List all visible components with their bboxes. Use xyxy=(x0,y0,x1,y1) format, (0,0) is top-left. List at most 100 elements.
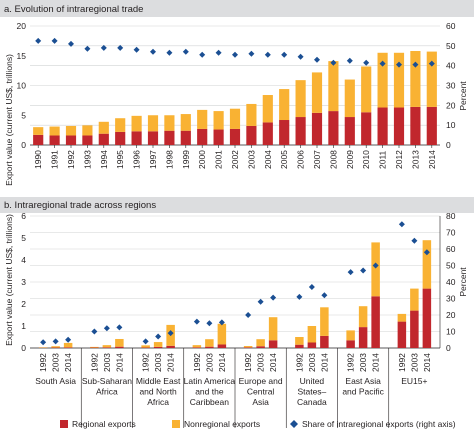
panel-b-y2-tick-label: 30 xyxy=(446,294,456,304)
panel-a-y-tick-label: 5 xyxy=(21,110,26,120)
panel-b-bar-nonregional xyxy=(51,346,60,348)
panel-b-bar-regional xyxy=(410,310,419,348)
panel-a-x-tick-label: 2010 xyxy=(361,150,371,169)
panel-b-bar-nonregional xyxy=(320,307,329,336)
panel-b-bar-nonregional xyxy=(397,313,407,322)
panel-b-region-label: and North xyxy=(139,387,177,397)
panel-a-bar-nonregional xyxy=(164,115,175,131)
panel-b-bar-regional xyxy=(268,340,278,348)
panel-a-bar-regional xyxy=(393,107,405,145)
panel-b-year-label: 1992 xyxy=(397,353,407,372)
panel-b-y-ticks: 0 1 2 3 4 5 6 xyxy=(21,211,26,353)
panel-b-y2label: Percent xyxy=(458,267,468,297)
panel-b-bars xyxy=(38,240,432,348)
panel-a-x-tick-label: 1991 xyxy=(50,150,60,169)
panel-b-share-point xyxy=(360,267,367,274)
panel-a-share-point xyxy=(51,37,58,44)
panel-b-y-tick-label: 2 xyxy=(21,299,26,309)
panel-a-bars xyxy=(33,50,437,145)
legend-label: Nonregional exports xyxy=(184,419,260,429)
panel-b-y2-tick-label: 0 xyxy=(446,343,451,353)
panel-a-bar-nonregional xyxy=(98,121,109,134)
panel-a-bar-regional xyxy=(213,129,224,145)
panel-b-bar-nonregional xyxy=(217,323,227,345)
panel-a-x-tick-label: 2008 xyxy=(328,150,338,169)
panel-a-bar-regional xyxy=(164,130,175,145)
panel-a-bar-nonregional xyxy=(213,111,224,130)
panel-b-region-label: Latin America xyxy=(184,376,236,386)
panel-a-x-tick-label: 2011 xyxy=(378,150,388,169)
legend-label: Share of intraregional exports (right ax… xyxy=(302,419,456,429)
panel-b-bar-regional xyxy=(205,346,214,348)
panel-b-region-label: Middle East xyxy=(136,376,181,386)
panel-b-region-label: Caribbean xyxy=(190,397,229,407)
panel-a-bar-nonregional xyxy=(311,72,323,113)
panel-b-share-point xyxy=(257,298,264,305)
panel-a-share-point xyxy=(281,51,288,58)
panel-a-bar-nonregional xyxy=(229,108,241,129)
panel-a-share-point xyxy=(166,49,173,56)
panel-b-y2-tick-label: 70 xyxy=(446,228,456,238)
panel-b-bar-nonregional xyxy=(307,326,317,343)
panel-b-year-labels: 1992 2003 2014 1992 2003 2014 1992 2003 2014 1992… xyxy=(38,353,432,372)
panel-b-bar-regional xyxy=(63,347,73,348)
panel-a-bar-nonregional xyxy=(295,80,306,118)
panel-a-share-point xyxy=(412,61,419,68)
panel-a-share-point xyxy=(379,60,386,67)
panel-a-x-tick-label: 2000 xyxy=(197,150,207,169)
panel-a-bar-nonregional xyxy=(344,79,355,118)
panel-b-share-point xyxy=(347,269,354,276)
panel-a-bar-regional xyxy=(344,117,355,145)
panel-b-y-tick-label: 1 xyxy=(21,321,26,331)
panel-b-bar-nonregional xyxy=(358,306,368,328)
panel-a-bar-nonregional xyxy=(393,52,405,108)
panel-b-title: b. Intraregional trade across regions xyxy=(4,200,156,211)
panel-a-bar-nonregional xyxy=(197,109,208,129)
panel-a-x-tick-label: 1993 xyxy=(82,150,92,169)
panel-a-bar-regional xyxy=(115,131,126,145)
panel-a-share-point xyxy=(133,46,140,53)
panel-a-x-tick-label: 2006 xyxy=(296,150,306,169)
panel-a-bar-regional xyxy=(98,133,109,145)
panel-b-y2-tick-label: 50 xyxy=(446,261,456,271)
panel-b-year-label: 2003 xyxy=(256,353,266,372)
panel-a-bar-regional xyxy=(33,134,44,145)
legend-swatch xyxy=(172,420,180,428)
panel-a-x-tick-label: 2002 xyxy=(230,150,240,169)
panel-b-y2-tick-label: 20 xyxy=(446,310,456,320)
panel-a-y2-tick-label: 20 xyxy=(446,100,456,110)
panel-b-share-point xyxy=(270,294,277,301)
panel-b-share-point xyxy=(398,221,405,228)
panel-a-share-point xyxy=(199,51,206,58)
panel-a-x-tick-label: 2009 xyxy=(345,150,355,169)
panel-a-y-tick-label: 15 xyxy=(17,51,27,61)
panel-b-bar-regional xyxy=(256,346,265,348)
panel-b-y2-ticks: 0 10 20 30 40 50 60 70 80 xyxy=(446,211,456,353)
panel-b-bar-nonregional xyxy=(371,242,380,297)
panel-b-share-point xyxy=(423,249,430,256)
panel-a-bar-nonregional xyxy=(65,125,77,136)
panel-b-y-tick-label: 5 xyxy=(21,233,26,243)
legend-diamond xyxy=(290,420,298,428)
panel-b-y-tick-label: 6 xyxy=(21,211,26,221)
panel-a-x-tick-label: 1997 xyxy=(148,150,158,169)
panel-b-region-label: East Asia xyxy=(345,376,381,386)
panel-a-y-tick-label: 10 xyxy=(17,81,27,91)
panel-b-bar-regional xyxy=(295,344,304,348)
panel-a-x-tick-label: 2007 xyxy=(312,150,322,169)
panel-b-bar-regional xyxy=(192,347,202,348)
panel-a-share-point xyxy=(330,59,337,66)
panel-a-bar-regional xyxy=(82,135,93,145)
panel-a-bar-regional xyxy=(377,107,388,145)
panel-b-year-label: 2003 xyxy=(153,353,163,372)
panel-b-year-label: 2003 xyxy=(102,353,112,372)
panel-a-share-point xyxy=(232,51,238,58)
panel-a-bar-regional xyxy=(180,130,191,145)
panel-a-bar-nonregional xyxy=(180,114,191,131)
panel-b-share-point xyxy=(103,325,110,332)
panel-a-bar-regional xyxy=(65,135,77,145)
panel-a-bar-regional xyxy=(246,125,257,145)
panel-a-bar-regional xyxy=(262,122,273,145)
panel-a-x-tick-label: 1996 xyxy=(132,150,142,169)
panel-a-bar-nonregional xyxy=(115,118,126,132)
